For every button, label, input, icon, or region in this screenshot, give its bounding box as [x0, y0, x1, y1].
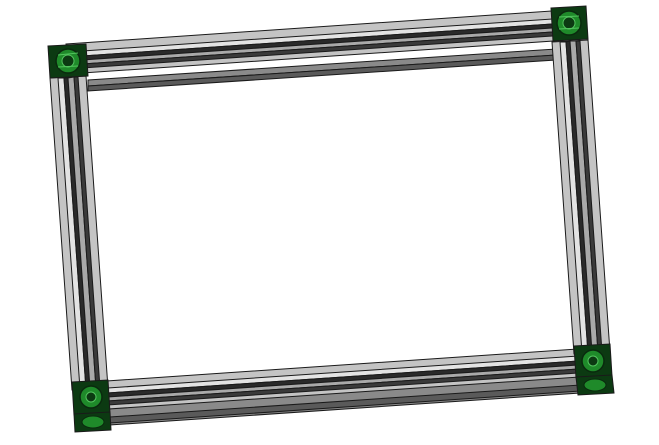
corner-bracket-top-right: [550, 5, 589, 42]
corner-bracket-bottom-right: [573, 343, 615, 396]
left-rail: [49, 75, 109, 391]
extrusion-frame: [47, 5, 615, 433]
corner-bracket-top-left: [47, 43, 89, 79]
corner-bracket-bottom-left: [71, 379, 112, 433]
